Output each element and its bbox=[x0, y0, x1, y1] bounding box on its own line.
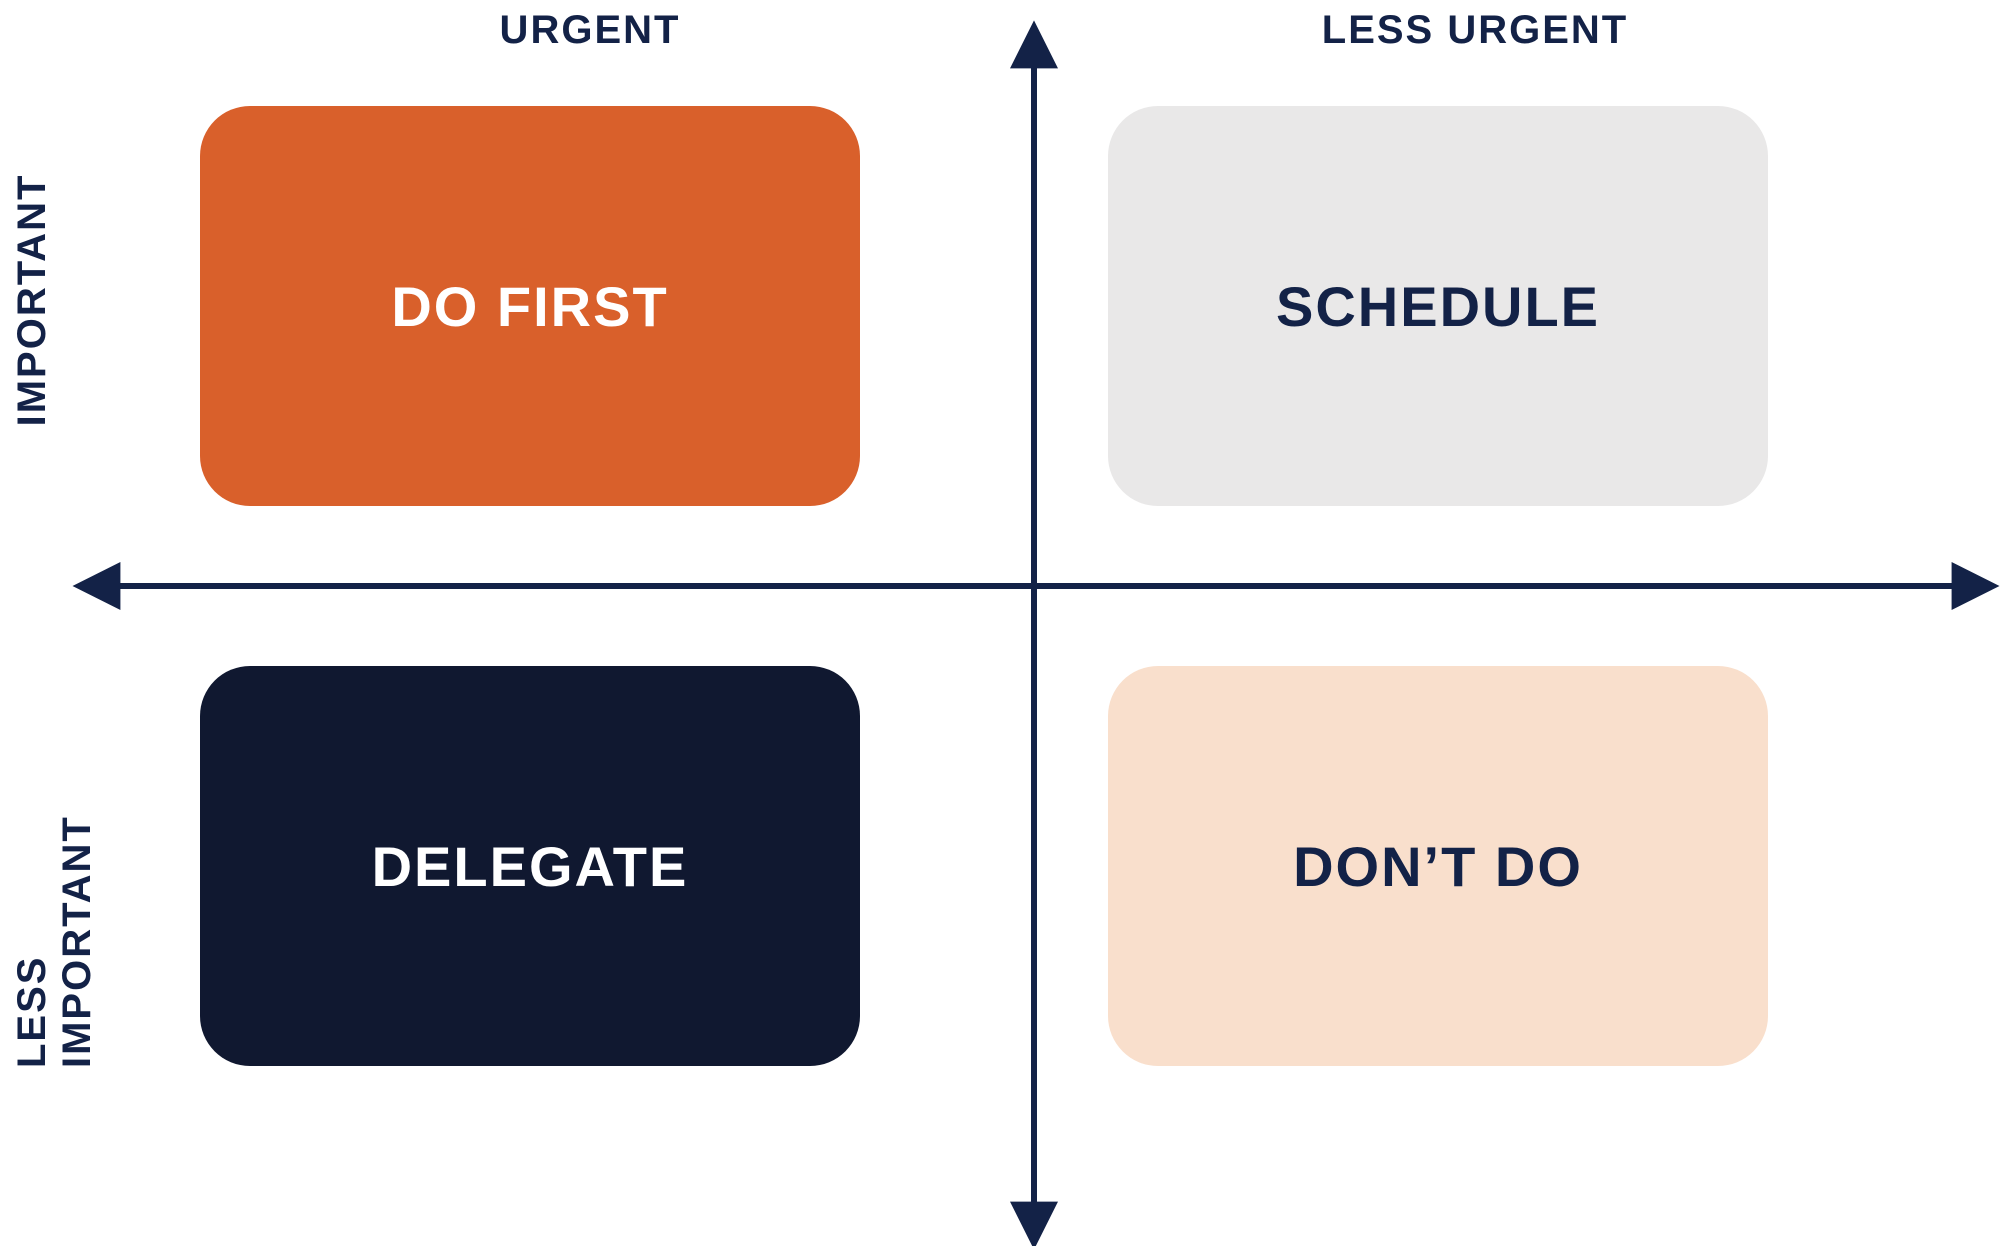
axis-label-urgent: URGENT bbox=[500, 8, 681, 53]
quadrant-dont-do: DON’T DO bbox=[1108, 666, 1768, 1066]
quadrant-label: SCHEDULE bbox=[1276, 274, 1600, 339]
quadrant-delegate: DELEGATE bbox=[200, 666, 860, 1066]
axis-label-less-urgent: LESS URGENT bbox=[1322, 8, 1628, 53]
axis-label-less-important: LESS IMPORTANT bbox=[10, 712, 100, 1068]
quadrant-schedule: SCHEDULE bbox=[1108, 106, 1768, 506]
axis-label-important: IMPORTANT bbox=[10, 174, 55, 427]
quadrant-label: DELEGATE bbox=[372, 834, 689, 899]
quadrant-label: DON’T DO bbox=[1293, 834, 1583, 899]
quadrant-do-first: DO FIRST bbox=[200, 106, 860, 506]
quadrant-label: DO FIRST bbox=[391, 274, 668, 339]
eisenhower-matrix: URGENT LESS URGENT IMPORTANT LESS IMPORT… bbox=[0, 0, 2000, 1246]
